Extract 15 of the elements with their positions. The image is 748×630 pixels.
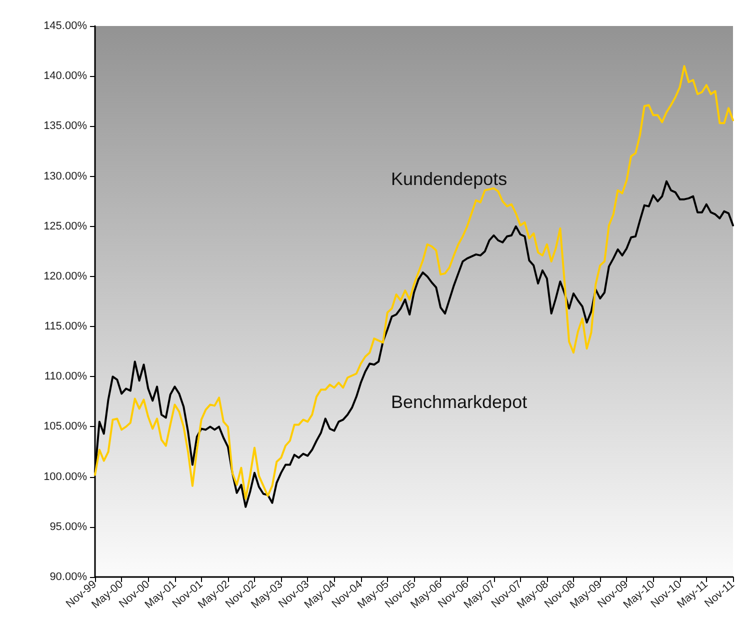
- y-tick-label: 140.00%: [44, 70, 88, 82]
- y-tick-label: 120.00%: [44, 270, 88, 282]
- series-label: Kundendepots: [391, 169, 508, 189]
- y-tick-label: 115.00%: [44, 320, 88, 333]
- line-series: [94, 65, 734, 500]
- y-tick-label: 145.00%: [44, 20, 88, 32]
- y-tick-label: 100.00%: [44, 470, 88, 483]
- y-tick-label: 105.00%: [44, 420, 88, 433]
- y-tick-label: 125.00%: [44, 220, 88, 232]
- y-tick-label: 135.00%: [44, 120, 88, 132]
- y-tick-label: 130.00%: [44, 170, 88, 182]
- y-tick-label: 110.00%: [44, 370, 88, 383]
- series-label: Benchmarkdepot: [391, 392, 528, 412]
- y-tick-label: 90.00%: [50, 571, 88, 583]
- y-tick-label: 95.00%: [50, 520, 88, 533]
